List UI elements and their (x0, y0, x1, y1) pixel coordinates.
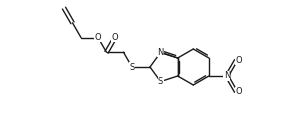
Text: N: N (224, 72, 230, 81)
Text: O: O (95, 33, 101, 42)
Text: O: O (112, 33, 118, 42)
Text: N: N (157, 48, 164, 57)
Text: S: S (130, 62, 135, 72)
Text: O: O (235, 56, 242, 65)
Text: O: O (235, 87, 242, 96)
Text: S: S (158, 77, 163, 86)
